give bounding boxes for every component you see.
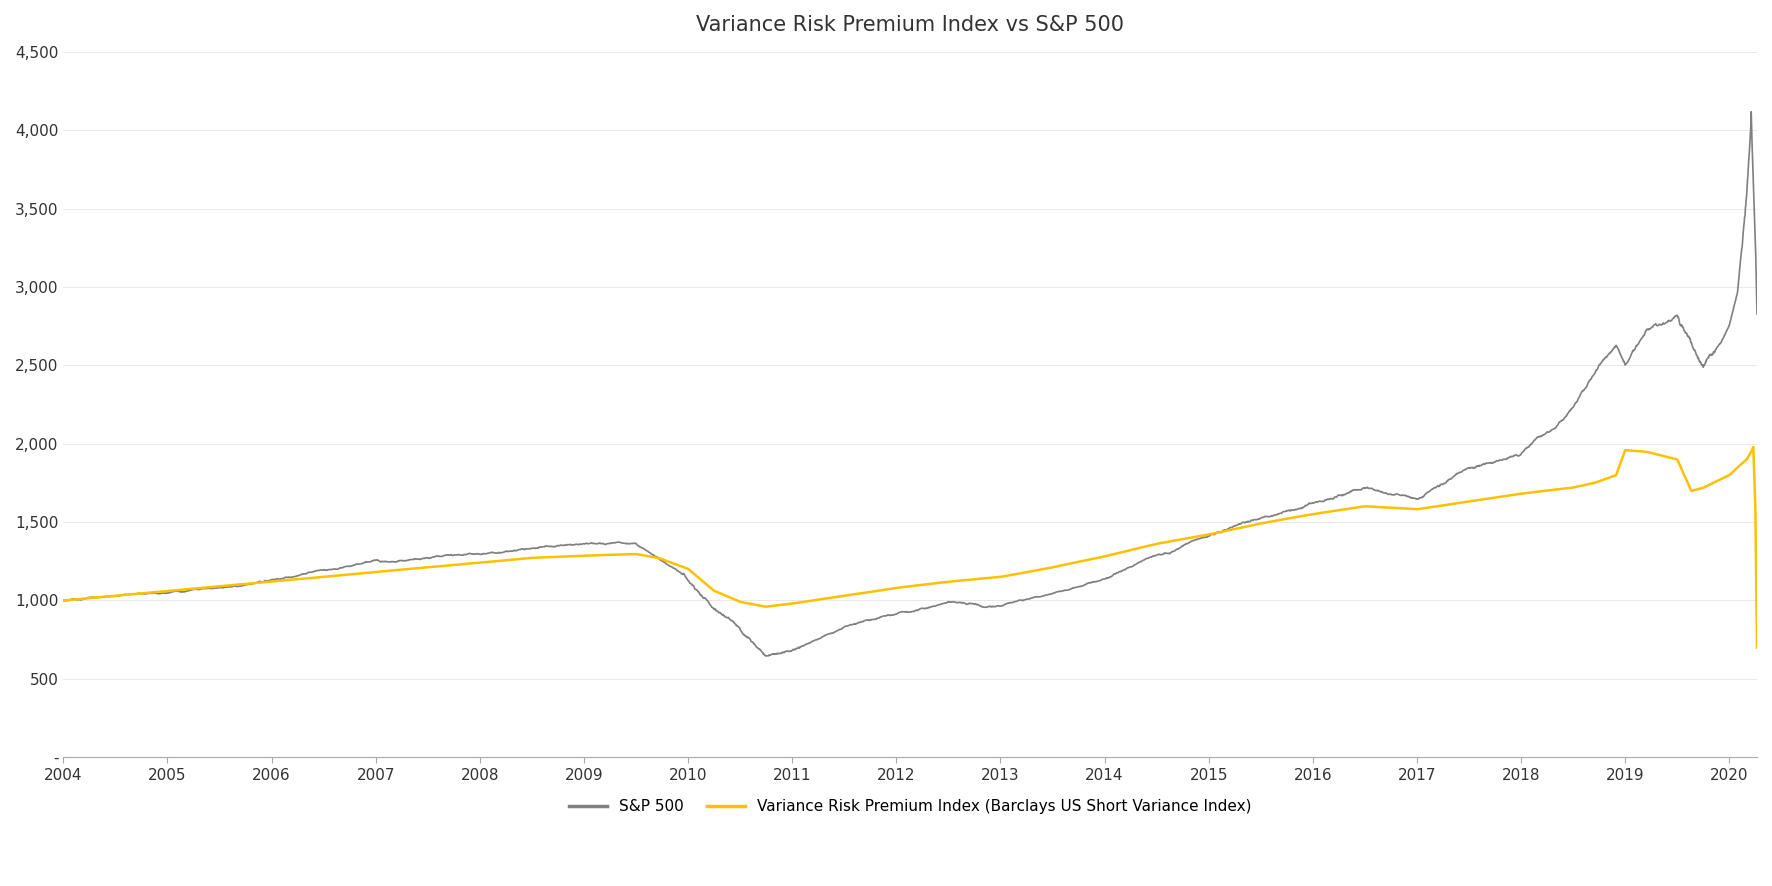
Legend: S&P 500, Variance Risk Premium Index (Barclays US Short Variance Index): S&P 500, Variance Risk Premium Index (Ba…: [562, 793, 1258, 820]
Title: Variance Risk Premium Index vs S&P 500: Variance Risk Premium Index vs S&P 500: [696, 15, 1123, 35]
